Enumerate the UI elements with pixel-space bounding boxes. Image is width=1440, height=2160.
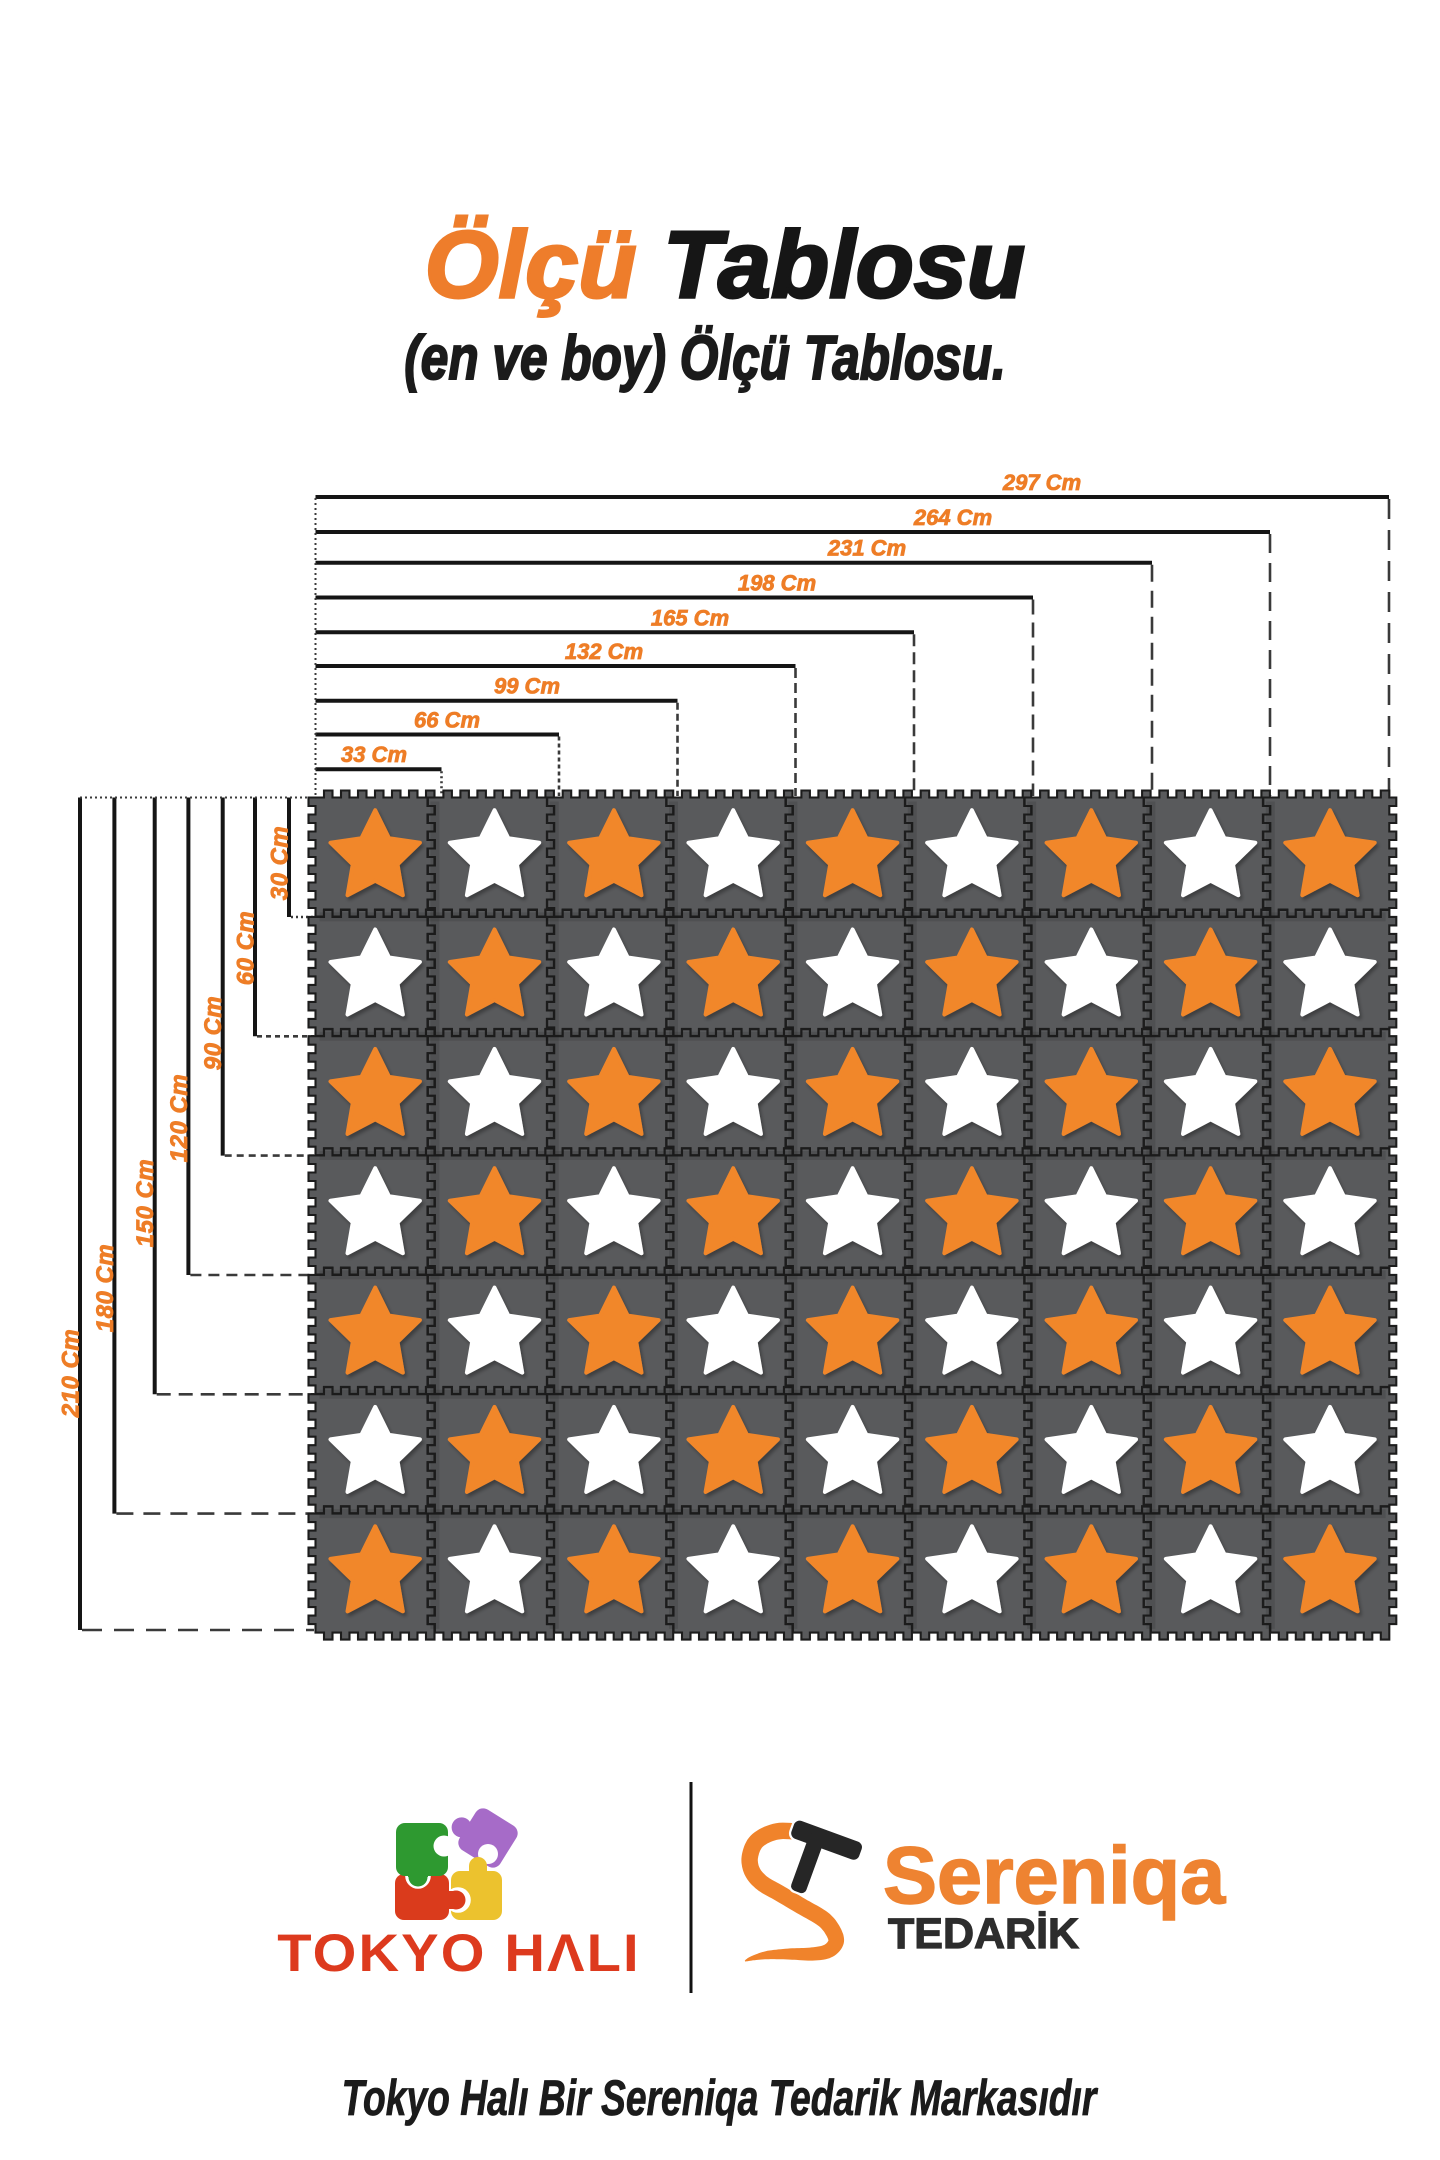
svg-text:33 Cm: 33 Cm: [341, 742, 407, 767]
svg-text:231 Cm: 231 Cm: [827, 536, 906, 561]
svg-text:Ölçü Tablosu: Ölçü Tablosu: [425, 212, 1026, 318]
svg-text:297 Cm: 297 Cm: [1002, 470, 1081, 495]
svg-text:30 Cm: 30 Cm: [267, 826, 294, 901]
svg-text:99 Cm: 99 Cm: [494, 674, 560, 699]
svg-text:TEDARİK: TEDARİK: [888, 1910, 1079, 1958]
svg-text:TOKYO HΛLI: TOKYO HΛLI: [277, 1923, 640, 1982]
svg-text:264 Cm: 264 Cm: [913, 505, 992, 530]
svg-text:120 Cm: 120 Cm: [166, 1074, 193, 1162]
svg-text:198 Cm: 198 Cm: [738, 571, 816, 596]
svg-text:210 Cm: 210 Cm: [58, 1329, 85, 1418]
svg-text:Sereniqa: Sereniqa: [883, 1831, 1226, 1921]
svg-text:Tokyo Halı Bir Sereniqa Tedari: Tokyo Halı Bir Sereniqa Tedarik Markasıd…: [342, 2071, 1099, 2127]
svg-text:180 Cm: 180 Cm: [92, 1244, 119, 1332]
svg-text:132 Cm: 132 Cm: [565, 639, 643, 664]
svg-text:60 Cm: 60 Cm: [233, 911, 260, 986]
svg-text:150 Cm: 150 Cm: [132, 1159, 159, 1247]
svg-text:(en ve boy) Ölçü Tablosu.: (en ve boy) Ölçü Tablosu.: [404, 323, 1006, 393]
svg-text:66 Cm: 66 Cm: [414, 708, 480, 733]
svg-text:165 Cm: 165 Cm: [651, 605, 729, 630]
svg-text:90 Cm: 90 Cm: [200, 996, 227, 1071]
